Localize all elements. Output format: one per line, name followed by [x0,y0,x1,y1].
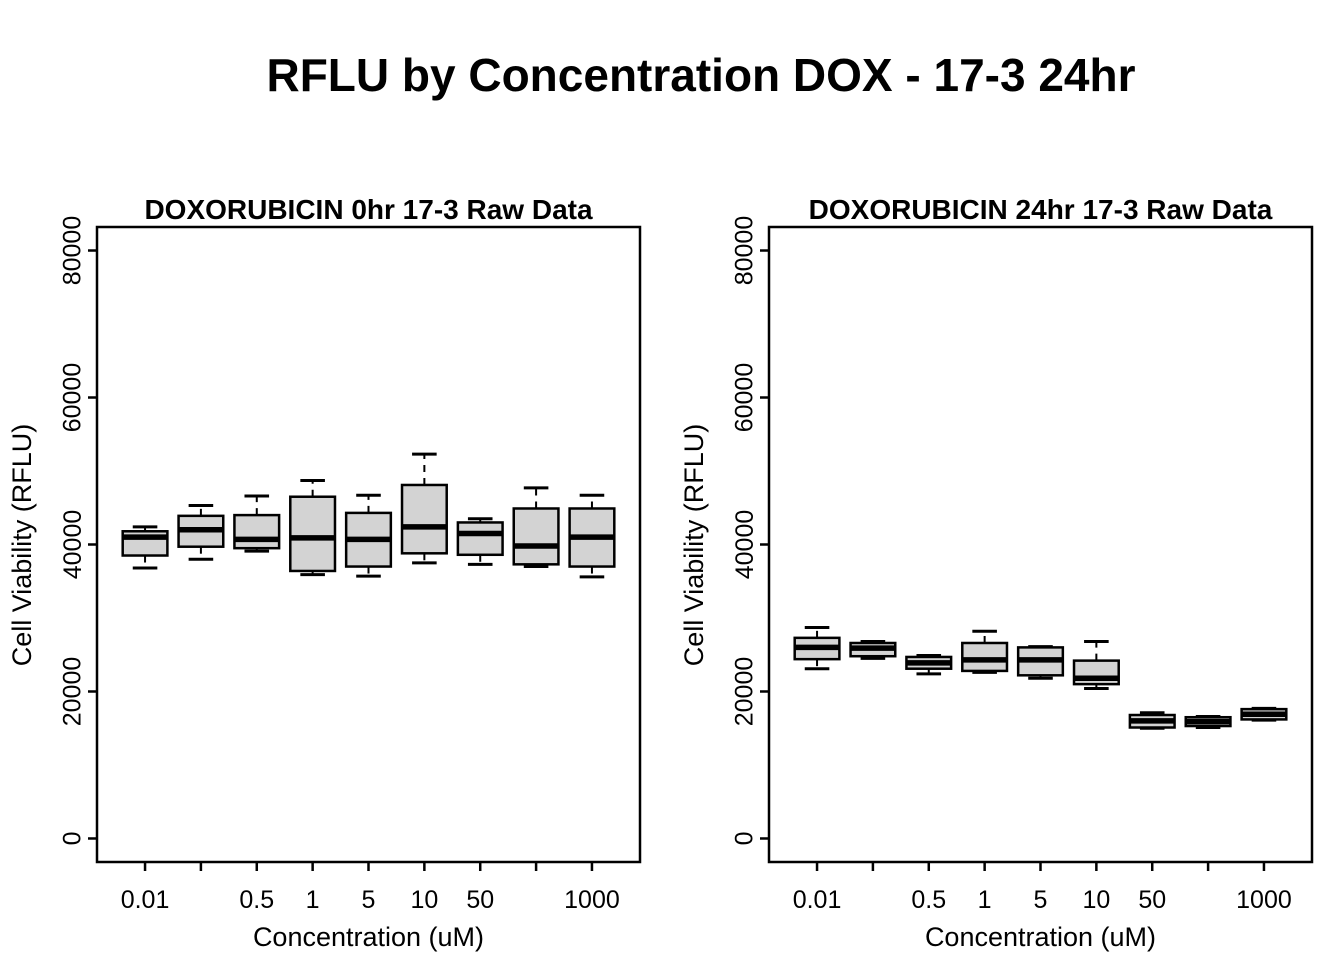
y-tick-label: 0 [731,832,759,846]
x-tick-label: 0.01 [793,886,842,914]
x-tick-label: 1 [978,886,992,914]
boxplot-canvas-24hr: 0 20000 40000 60000 80000 0.01 0.5 1 5 10 50 1000 [731,216,1314,914]
x-tick-label: 1000 [1236,886,1292,914]
x-tick-label: 1000 [564,886,620,914]
y-tick-label: 80000 [59,216,87,286]
box [233,513,281,550]
box [961,641,1009,673]
y-tick-label: 0 [59,832,87,846]
x-tick-label: 10 [410,886,438,914]
x-tick-label: 0.01 [121,886,170,914]
y-tick-label: 20000 [731,657,759,727]
x-tick-label: 5 [1034,886,1048,914]
panel-24hr: 0 20000 40000 60000 80000 0.01 0.5 1 5 10 50 1000 D… [672,170,1344,960]
x-axis-label-0hr: Concentration (uM) [252,922,485,952]
x-tick-label: 0.5 [911,886,946,914]
x-tick-label: 1 [306,886,320,914]
x-tick-label: 10 [1082,886,1110,914]
figure-title: RFLU by Concentration DOX - 17-3 24hr [266,49,1136,101]
y-axis-label-0hr: Cell Viability (RFLU) [7,423,37,667]
box [289,495,337,573]
y-tick-label: 60000 [731,363,759,433]
y-tick-label: 80000 [731,216,759,286]
x-tick-label: 50 [1138,886,1166,914]
box [456,521,504,557]
y-tick-label: 60000 [59,363,87,433]
panel-0hr: 0 20000 40000 60000 80000 0.01 0.5 1 5 10 50 1000 D… [0,170,672,960]
boxplot-canvas-0hr: 0 20000 40000 60000 80000 0.01 0.5 1 5 10 50 1000 [59,216,642,914]
x-tick-label: 0.5 [239,886,274,914]
y-axis-label-24hr: Cell Viability (RFLU) [679,423,709,667]
plot-frame [767,225,1314,864]
y-tick-label: 20000 [59,657,87,727]
panel-title-0hr: DOXORUBICIN 0hr 17-3 Raw Data [144,194,593,225]
x-tick-label: 5 [362,886,376,914]
box [512,507,560,566]
y-tick-label: 40000 [59,510,87,580]
x-axis-label-24hr: Concentration (uM) [924,922,1157,952]
box [400,483,448,555]
y-tick-label: 40000 [731,510,759,580]
x-tick-label: 50 [466,886,494,914]
panel-title-24hr: DOXORUBICIN 24hr 17-3 Raw Data [808,194,1273,225]
